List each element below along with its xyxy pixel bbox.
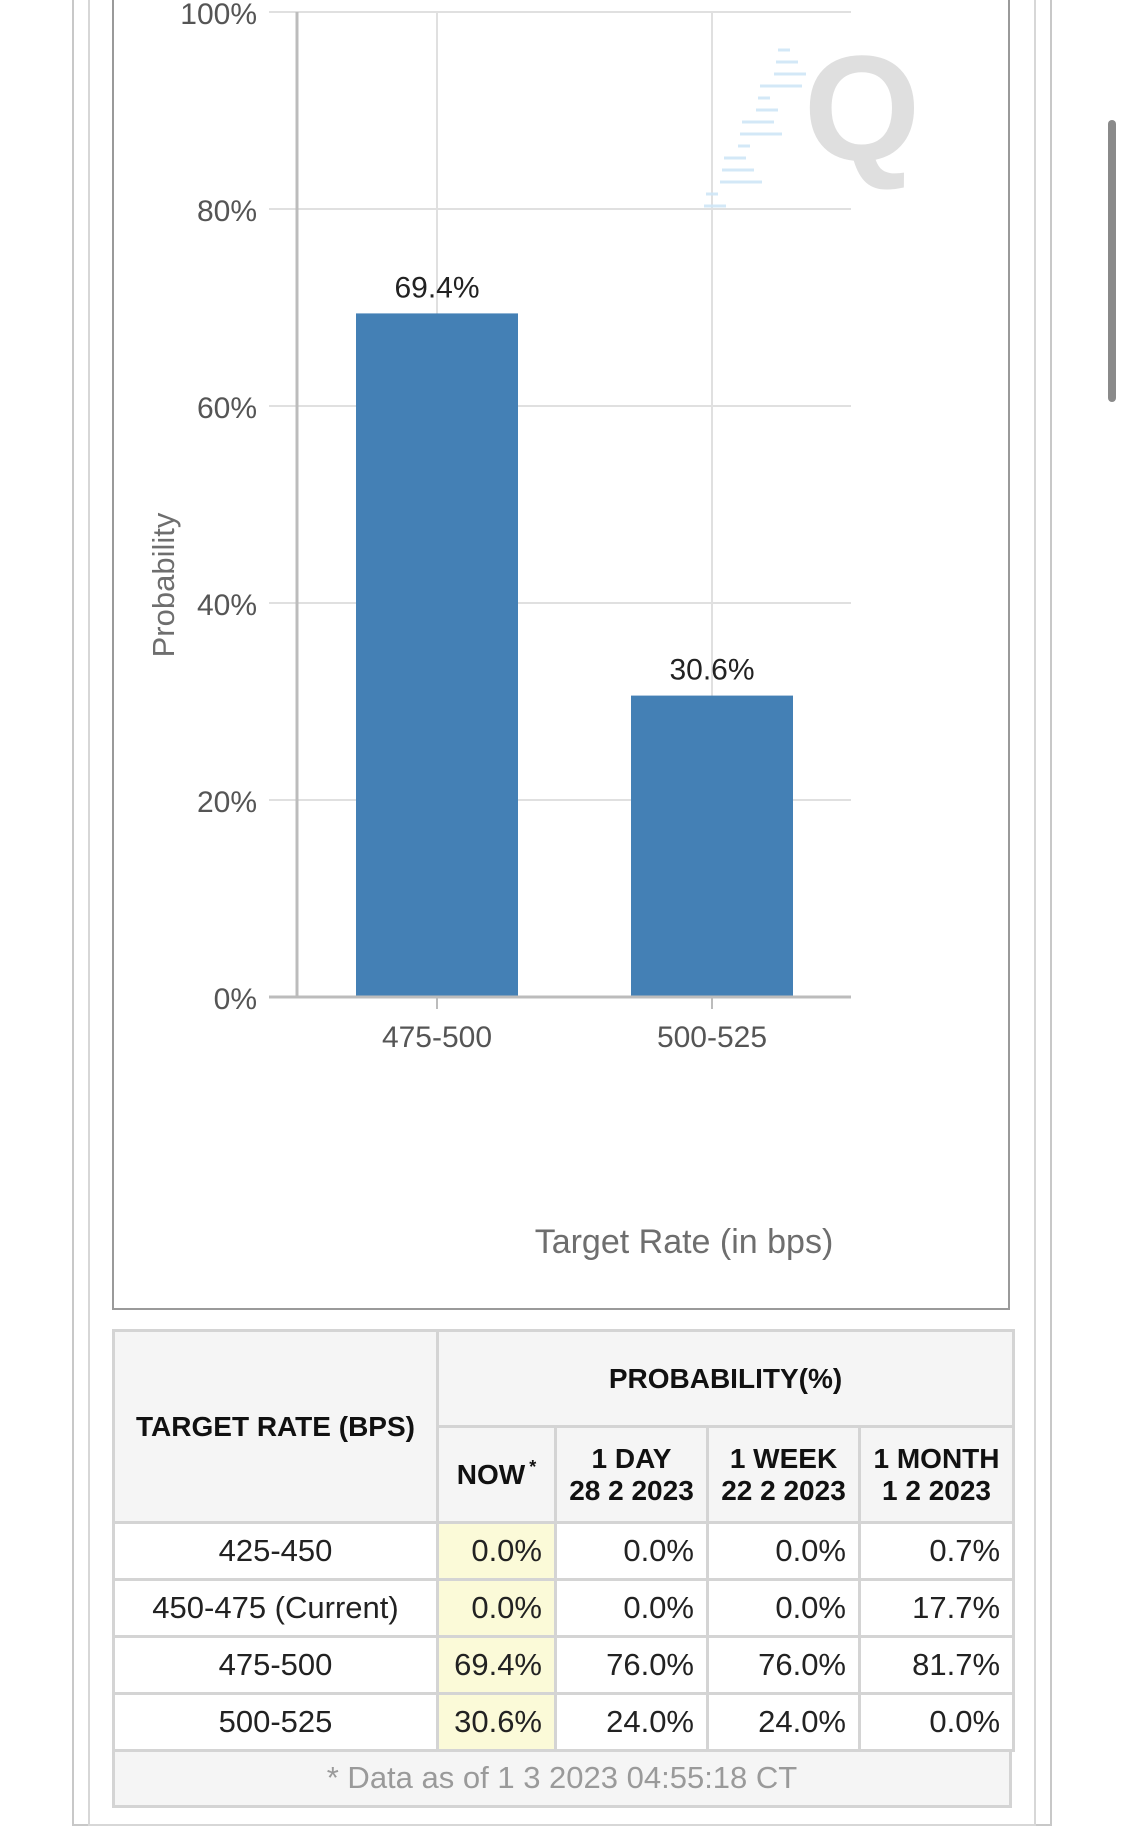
one-month-cell: 81.7%: [857, 1635, 1016, 1695]
one-week-cell: 24.0%: [706, 1692, 861, 1752]
one-month-cell: 0.7%: [857, 1521, 1016, 1581]
rate-cell: 450-475 (Current): [112, 1578, 439, 1638]
x-tick-label: 475-500: [382, 1021, 492, 1054]
y-tick-label: 40%: [197, 589, 257, 622]
one-day-cell: 0.0%: [554, 1521, 709, 1581]
x-tick-label: 500-525: [657, 1021, 767, 1054]
probability-bar-chart: Q 0% 20% 40% 60% 80% 100% 475-500 500-525 69.4…: [146, 0, 921, 1261]
one-month-header: 1 MONTH 1 2 2023: [857, 1425, 1016, 1524]
now-cell: 0.0%: [436, 1578, 557, 1638]
watermark-letter: Q: [804, 24, 921, 192]
y-tick-label: 20%: [197, 786, 257, 819]
table-row: 475-500 69.4% 76.0% 76.0% 81.7%: [112, 1635, 1016, 1695]
now-header: NOW *: [436, 1425, 557, 1524]
y-axis-label: Probability: [146, 512, 181, 657]
y-tick-labels: 0% 20% 40% 60% 80% 100%: [180, 0, 257, 1016]
bar-500-525: [631, 695, 793, 997]
one-day-header: 1 DAY 28 2 2023: [554, 1425, 709, 1524]
rate-cell: 425-450: [112, 1521, 439, 1581]
y-tick-label: 0%: [214, 983, 257, 1016]
footnote: * Data as of 1 3 2023 04:55:18 CT: [112, 1752, 1012, 1808]
data-label: 30.6%: [669, 654, 754, 687]
one-day-cell: 0.0%: [554, 1578, 709, 1638]
table-row: 450-475 (Current) 0.0% 0.0% 0.0% 17.7%: [112, 1578, 1016, 1638]
watermark-logo: Q: [704, 24, 921, 208]
x-axis-label: Target Rate (in bps): [535, 1223, 834, 1261]
now-cell: 69.4%: [436, 1635, 557, 1695]
rate-cell: 500-525: [112, 1692, 439, 1752]
one-week-cell: 76.0%: [706, 1635, 861, 1695]
scrollbar[interactable]: [1108, 120, 1116, 402]
one-day-cell: 76.0%: [554, 1635, 709, 1695]
now-cell: 0.0%: [436, 1521, 557, 1581]
table-row: 425-450 0.0% 0.0% 0.0% 0.7%: [112, 1521, 1016, 1581]
bars: [356, 313, 793, 997]
y-tick-label: 100%: [180, 0, 257, 31]
target-rate-header: TARGET RATE (BPS): [112, 1329, 439, 1524]
bar-475-500: [356, 313, 518, 997]
rate-cell: 475-500: [112, 1635, 439, 1695]
table-row: 500-525 30.6% 24.0% 24.0% 0.0%: [112, 1692, 1016, 1752]
probability-table: TARGET RATE (BPS) PROBABILITY(%) NOW * 1 …: [112, 1329, 1016, 1808]
one-month-cell: 0.0%: [857, 1692, 1016, 1752]
one-week-header: 1 WEEK 22 2 2023: [706, 1425, 861, 1524]
y-tick-label: 60%: [197, 392, 257, 425]
one-week-cell: 0.0%: [706, 1521, 861, 1581]
data-labels: 69.4% 30.6%: [394, 271, 754, 686]
probability-header: PROBABILITY(%): [435, 1329, 1016, 1428]
chart-container: Q 0% 20% 40% 60% 80% 100% 475-500 500-525 69.4…: [112, 0, 1010, 1310]
one-day-cell: 24.0%: [554, 1692, 709, 1752]
one-week-cell: 0.0%: [706, 1578, 861, 1638]
x-tick-labels: 475-500 500-525: [382, 1021, 767, 1054]
data-label: 69.4%: [394, 271, 479, 304]
one-month-cell: 17.7%: [857, 1578, 1016, 1638]
now-cell: 30.6%: [436, 1692, 557, 1752]
watermark-lines: [704, 48, 806, 208]
y-tick-label: 80%: [197, 195, 257, 228]
axes: [269, 12, 851, 1009]
